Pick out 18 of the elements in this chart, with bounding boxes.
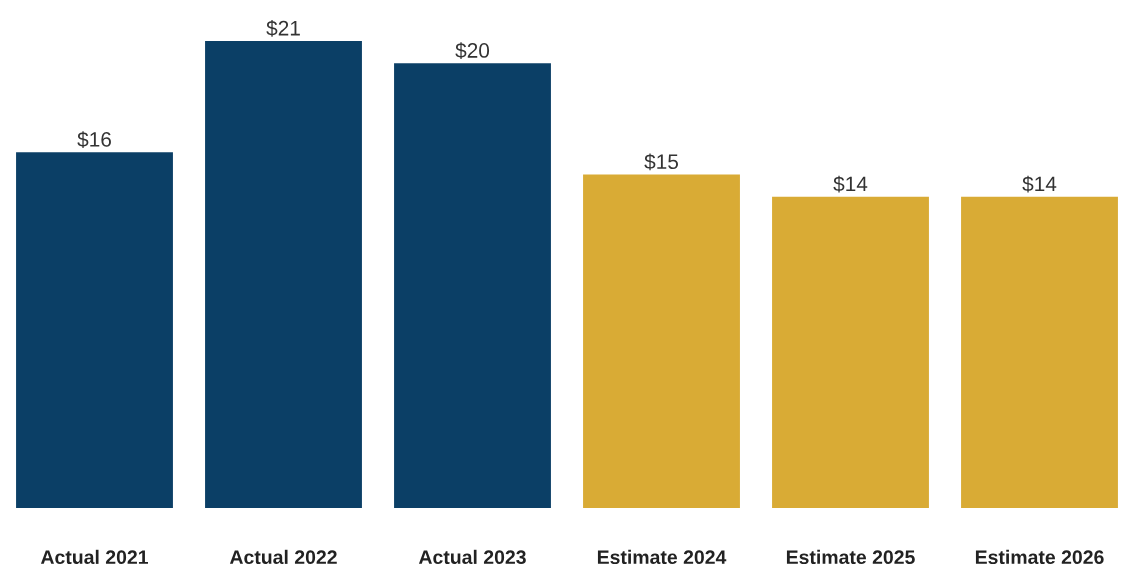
data-label: $21 [266, 19, 300, 37]
bar [394, 63, 551, 509]
bar [961, 196, 1118, 509]
bar [205, 41, 362, 509]
x-tick-label: Actual 2021 [40, 549, 148, 565]
data-label: $20 [455, 42, 490, 60]
data-label: $14 [833, 175, 868, 193]
bar [772, 196, 929, 509]
data-label: $15 [644, 153, 679, 171]
x-tick-label: Actual 2023 [418, 549, 526, 565]
x-tick-label: Estimate 2025 [786, 549, 915, 565]
x-tick-label: Estimate 2026 [975, 549, 1104, 565]
data-label: $16 [77, 131, 111, 149]
bar [583, 174, 740, 509]
bar [16, 152, 173, 509]
x-tick-label: Estimate 2024 [597, 549, 727, 565]
x-tick-label: Actual 2022 [229, 549, 337, 565]
data-label: $14 [1022, 175, 1057, 193]
